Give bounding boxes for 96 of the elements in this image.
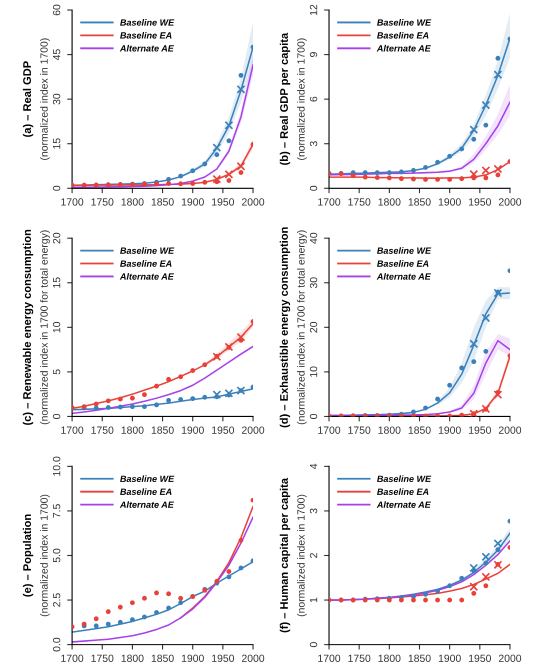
x-tick-label: 1850: [152, 426, 174, 434]
y-tick-label: 0: [52, 186, 60, 191]
x-tick-label: 1700: [318, 426, 340, 434]
x-tick-label: 1950: [212, 426, 234, 434]
x-tick-label: 1700: [61, 654, 84, 662]
x-tick-label: 1800: [378, 654, 401, 662]
x-tick-label: 1700: [318, 654, 340, 662]
x-tick-label: 2000: [242, 426, 264, 434]
y-tick-label: 30: [52, 94, 60, 105]
x-tick-label: 1950: [212, 198, 234, 206]
legend-label: Baseline WE: [120, 475, 174, 482]
x-tick-label: 1750: [91, 654, 114, 662]
x-tick-label: 1900: [182, 198, 204, 206]
x-tick-label: 1750: [91, 198, 114, 206]
x-tick-label: 1950: [469, 198, 491, 206]
y-tick-label: 45: [53, 49, 60, 60]
y-tick-label: 20: [310, 322, 318, 333]
x-tick-label: 2000: [498, 654, 522, 662]
y-axis-title: (c) – Renewable energy consumption (normalized index in 1700 for total energy): [22, 230, 50, 425]
y-tick-label: 2.5: [52, 593, 60, 607]
y-tick-label: 60: [52, 4, 60, 16]
legend-label: Baseline WE: [377, 247, 432, 254]
y-tick-label: 3: [310, 141, 318, 146]
x-tick-label: 1850: [408, 198, 431, 206]
y-axis-title: (b) – Real GDP per capita (normalized index in 1700): [280, 32, 307, 165]
x-tick-label: 1850: [408, 426, 431, 434]
legend-label: Baseline WE: [377, 475, 432, 482]
y-tick-label: 2: [310, 553, 318, 558]
legend-label: Alternate AE: [120, 44, 174, 52]
x-tick-label: 1900: [182, 426, 204, 434]
legend-label: Baseline EA: [120, 488, 172, 495]
x-tick-label: 1800: [122, 426, 144, 434]
x-tick-label: 1850: [408, 654, 431, 662]
legend-label: Baseline EA: [120, 32, 172, 39]
x-tick-label: 1800: [378, 198, 401, 206]
y-tick-label: 5.0: [52, 548, 60, 562]
x-tick-label: 1900: [438, 198, 461, 206]
y-tick-label: 10.0: [52, 456, 60, 476]
x-tick-label: 1800: [122, 198, 144, 206]
y-tick-label: 0: [310, 642, 318, 648]
x-tick-label: 1900: [438, 426, 461, 434]
y-tick-label: 1: [310, 598, 318, 602]
x-tick-label: 1750: [348, 426, 370, 434]
y-tick-label: 10: [52, 322, 60, 332]
x-tick-label: 1750: [348, 654, 370, 662]
y-tick-label: 4: [310, 464, 318, 470]
x-tick-label: 1850: [152, 654, 174, 662]
y-tick-label: 7.5: [53, 504, 60, 518]
x-tick-label: 1700: [61, 426, 84, 434]
legend-label: Baseline WE: [377, 19, 432, 26]
y-tick-label: 10: [310, 366, 318, 377]
x-tick-label: 1950: [212, 654, 234, 662]
x-tick-label: 1950: [469, 654, 491, 662]
legend-label: Baseline WE: [120, 19, 174, 26]
y-tick-label: 30: [310, 277, 318, 288]
y-tick-label: 12: [310, 4, 318, 16]
y-axis-title: (f) – Human capital per capita (normalized index in 1700): [280, 478, 307, 632]
y-tick-label: 15: [53, 277, 60, 288]
x-tick-label: 1800: [122, 654, 144, 662]
y-axis-title: (a) – Real GDP (normalized index in 1700): [22, 38, 50, 160]
legend-label: Baseline EA: [377, 488, 428, 495]
y-axis-title: (d) – Exhaustible energy consumption (normalized index in 1700 for total energy): [280, 227, 307, 428]
legend-label: Baseline EA: [377, 260, 428, 267]
x-tick-label: 1900: [438, 654, 461, 662]
legend-label: Baseline WE: [120, 247, 174, 254]
y-tick-label: 6: [310, 96, 318, 102]
y-tick-label: 20: [52, 232, 60, 244]
y-tick-label: 0: [310, 414, 318, 419]
legend-label: Alternate AE: [376, 501, 431, 508]
x-tick-label: 1800: [378, 426, 401, 434]
y-tick-label: 0: [310, 186, 318, 191]
legend-label: Alternate AE: [120, 501, 174, 508]
x-tick-label: 2000: [242, 198, 264, 206]
legend-label: Baseline EA: [377, 32, 428, 39]
x-tick-label: 1950: [469, 426, 491, 434]
y-axis-title: (e) – Population (normalized index in 1700): [22, 494, 50, 616]
x-tick-label: 2000: [498, 426, 522, 434]
x-tick-label: 2000: [498, 198, 522, 206]
x-tick-label: 1700: [61, 198, 84, 206]
x-tick-label: 1750: [91, 426, 114, 434]
x-tick-label: 1900: [182, 654, 204, 662]
legend-label: Baseline EA: [120, 260, 172, 267]
y-tick-label: 9: [310, 52, 318, 57]
y-tick-label: 40: [310, 232, 318, 244]
legend-label: Alternate AE: [376, 273, 431, 280]
x-tick-label: 1850: [152, 198, 174, 206]
x-tick-label: 1750: [348, 198, 370, 206]
y-tick-label: 3: [310, 508, 318, 514]
legend-label: Alternate AE: [376, 44, 431, 52]
legend-label: Alternate AE: [120, 273, 174, 280]
y-tick-label: 0: [52, 414, 60, 419]
y-tick-label: 5: [53, 369, 60, 374]
y-tick-label: 15: [53, 138, 60, 149]
x-tick-label: 1700: [318, 198, 340, 206]
x-tick-label: 2000: [242, 654, 264, 662]
y-tick-label: 0.0: [52, 638, 60, 652]
